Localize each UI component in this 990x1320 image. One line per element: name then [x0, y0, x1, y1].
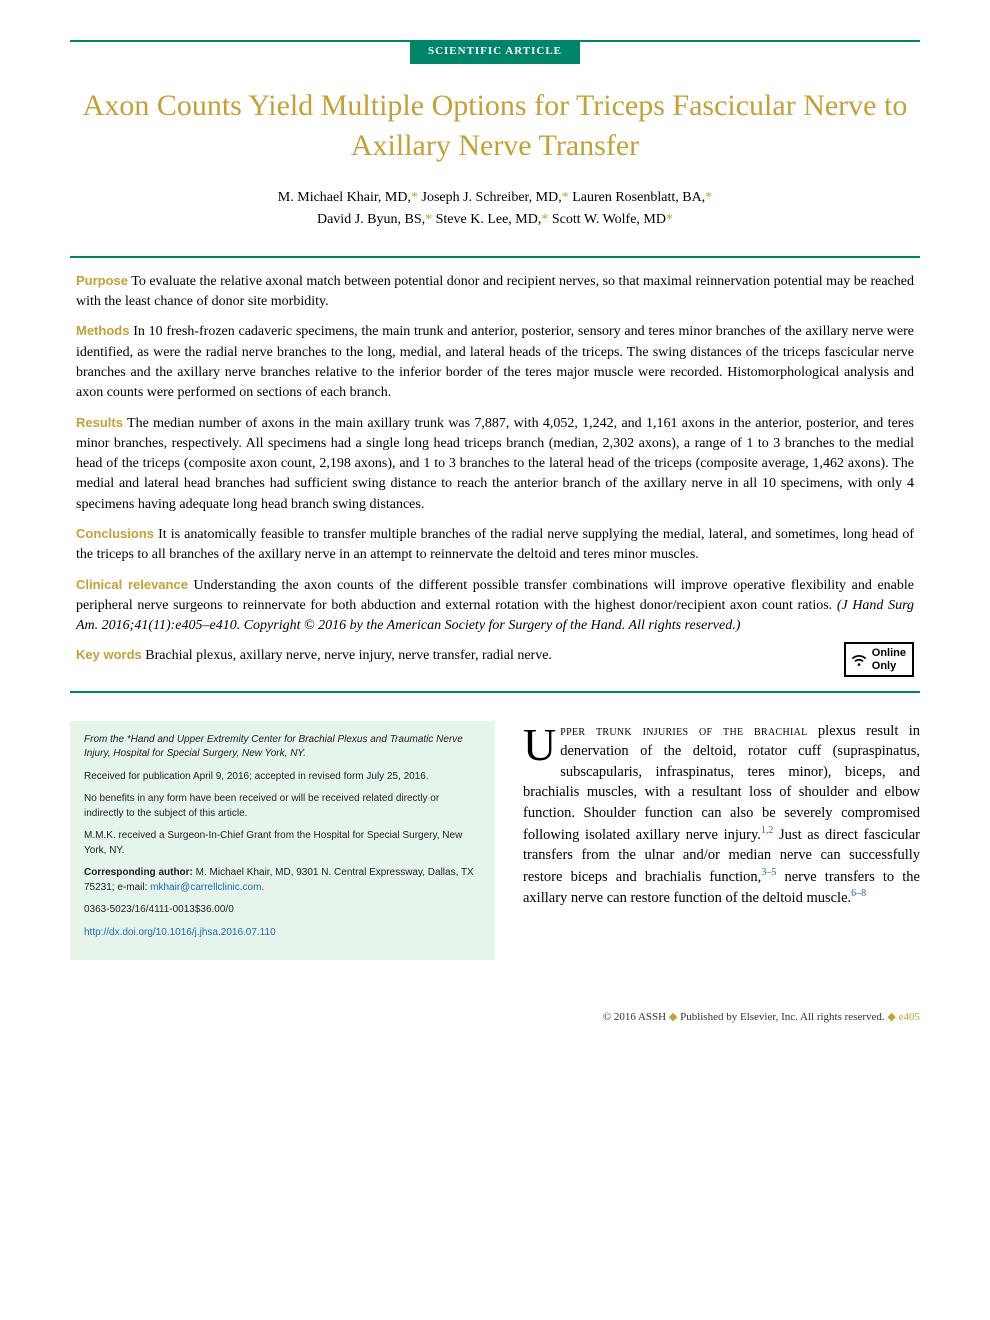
section-label: Clinical relevance: [76, 577, 188, 592]
affil-mark: *: [666, 212, 673, 227]
author: M. Michael Khair, MD,: [278, 190, 411, 205]
section-label: Results: [76, 415, 123, 430]
badge-line2: Only: [872, 660, 906, 672]
section-text: Brachial plexus, axillary nerve, nerve i…: [145, 648, 552, 663]
author: Steve K. Lee, MD,: [436, 212, 542, 227]
wifi-icon: [850, 651, 868, 669]
abstract-methods: Methods In 10 fresh-frozen cadaveric spe…: [76, 322, 914, 403]
affil-mark: *: [562, 190, 569, 205]
corresponding-email-link[interactable]: mkhair@carrellclinic.com: [150, 882, 261, 893]
section-text: The median number of axons in the main a…: [76, 416, 914, 512]
footer-copyright: © 2016 ASSH: [603, 1011, 666, 1023]
abstract-conclusions: Conclusions It is anatomically feasible …: [76, 525, 914, 566]
author: David J. Byun, BS,: [317, 212, 425, 227]
smallcaps-lead: pper trunk injuries of the brachial: [560, 723, 807, 739]
author: Lauren Rosenblatt, BA,: [572, 190, 705, 205]
article-title: Axon Counts Yield Multiple Options for T…: [70, 86, 920, 167]
affil-mark: *: [411, 190, 418, 205]
affil-mark: *: [705, 190, 712, 205]
footnote-box: From the *Hand and Upper Extremity Cente…: [70, 721, 495, 961]
page-footer: © 2016 ASSH ◆ Published by Elsevier, Inc…: [70, 1010, 920, 1026]
author: Joseph J. Schreiber, MD,: [422, 190, 562, 205]
section-label: Conclusions: [76, 526, 154, 541]
abstract-clinical: Clinical relevance Understanding the axo…: [76, 576, 914, 637]
citation-sup[interactable]: 6–8: [851, 888, 866, 899]
footnote-received: Received for publication April 9, 2016; …: [84, 770, 481, 785]
page-number: e405: [899, 1011, 920, 1023]
author: Scott W. Wolfe, MD: [552, 212, 666, 227]
footnote-corresponding: Corresponding author: M. Michael Khair, …: [84, 866, 481, 895]
section-label: Methods: [76, 323, 129, 338]
section-label: Purpose: [76, 273, 128, 288]
abstract-box: Purpose To evaluate the relative axonal …: [70, 256, 920, 693]
section-text: To evaluate the relative axonal match be…: [76, 274, 914, 309]
affil-mark: *: [541, 212, 548, 227]
section-label: Key words: [76, 647, 142, 662]
citation-sup[interactable]: 1,2: [761, 825, 774, 836]
article-type-label: SCIENTIFIC ARTICLE: [410, 40, 580, 64]
abstract-keywords: Online Only Key words Brachial plexus, a…: [76, 646, 914, 676]
body-columns: From the *Hand and Upper Extremity Cente…: [70, 721, 920, 961]
corresponding-label: Corresponding author:: [84, 867, 193, 878]
body-text: Upper trunk injuries of the brachial ple…: [523, 721, 920, 961]
footer-publisher: Published by Elsevier, Inc. All rights r…: [680, 1011, 885, 1023]
abstract-purpose: Purpose To evaluate the relative axonal …: [76, 272, 914, 313]
footnote-issn: 0363-5023/16/4111-0013$36.00/0: [84, 903, 481, 918]
section-text: Understanding the axon counts of the dif…: [76, 578, 914, 613]
body-run: plexus result in denervation of the delt…: [523, 723, 920, 843]
dropcap: U: [523, 721, 560, 764]
section-text: In 10 fresh-frozen cadaveric specimens, …: [76, 324, 914, 400]
abstract-results: Results The median number of axons in th…: [76, 414, 914, 515]
authors-block: M. Michael Khair, MD,* Joseph J. Schreib…: [70, 187, 920, 232]
doi-link[interactable]: http://dx.doi.org/10.1016/j.jhsa.2016.07…: [84, 927, 276, 938]
footnote-affiliation: From the *Hand and Upper Extremity Cente…: [84, 733, 481, 762]
badge-line1: Online: [872, 647, 906, 659]
citation-sup[interactable]: 3–5: [761, 867, 776, 878]
diamond-icon: ◆: [669, 1011, 680, 1023]
footnote-grant: M.M.K. received a Surgeon-In-Chief Grant…: [84, 829, 481, 858]
footnote-benefits: No benefits in any form have been receiv…: [84, 792, 481, 821]
article-type-banner: SCIENTIFIC ARTICLE: [70, 40, 920, 66]
section-text: It is anatomically feasible to transfer …: [76, 527, 914, 562]
affil-mark: *: [425, 212, 432, 227]
diamond-icon: ◆: [887, 1011, 898, 1023]
online-only-badge: Online Only: [844, 642, 914, 676]
